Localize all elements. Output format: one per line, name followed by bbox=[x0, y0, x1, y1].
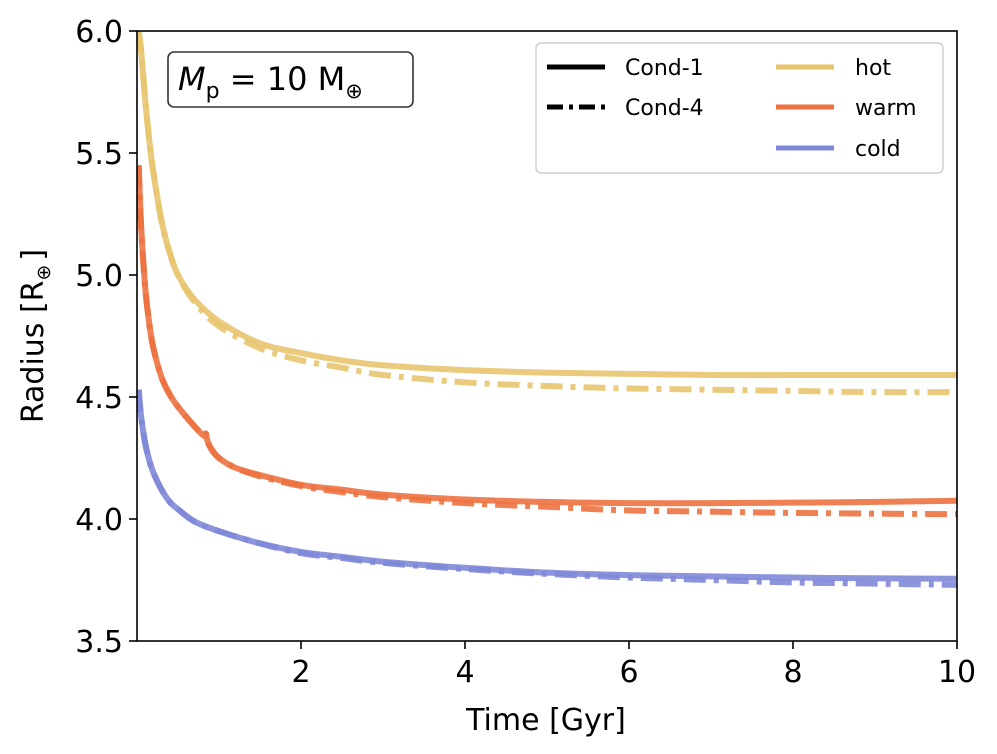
series-line-hot-cond-4 bbox=[137, 31, 957, 396]
series-layer bbox=[137, 31, 957, 588]
y-tick-label-5-5: 5.5 bbox=[75, 137, 123, 172]
y-tick-label-4-0: 4.0 bbox=[75, 503, 123, 538]
x-tick-label-6: 6 bbox=[619, 655, 638, 690]
series-line-cold-cond-1 bbox=[137, 389, 957, 582]
legend-label-hot: hot bbox=[855, 56, 891, 81]
tick-layer: 2 4 6 8 10 3.5 4.0 4.5 5.0 5.5 6.0 bbox=[75, 15, 976, 690]
y-tick-label-4-5: 4.5 bbox=[75, 381, 123, 416]
series-line-hot-cond-1 bbox=[137, 31, 957, 379]
y-axis-label-close: ] bbox=[16, 249, 51, 261]
y-axis-label-earth-symbol: ⊕ bbox=[33, 265, 55, 281]
series-line-cold-cond-4 bbox=[137, 389, 957, 588]
series-line-warm-cond-4 bbox=[137, 165, 957, 518]
y-tick-label-3-5: 3.5 bbox=[75, 625, 123, 660]
x-tick-label-8: 8 bbox=[783, 655, 802, 690]
y-axis-label-main: Radius [R bbox=[16, 280, 51, 423]
x-axis-label: Time [Gyr] bbox=[465, 703, 626, 738]
mass-annotation-symbol: M bbox=[178, 60, 206, 98]
x-tick-label-4: 4 bbox=[455, 655, 474, 690]
plot-frame bbox=[136, 30, 958, 642]
legend-label-warm: warm bbox=[855, 96, 917, 121]
y-tick-label-6-0: 6.0 bbox=[75, 15, 123, 50]
mass-annotation-subscript: p bbox=[206, 79, 220, 104]
series-line-warm-cond-1 bbox=[137, 165, 957, 507]
mass-annotation-text: Mp = 10 M⊕ bbox=[178, 60, 363, 104]
mass-annotation-box bbox=[167, 51, 414, 108]
legend-box bbox=[535, 42, 944, 174]
x-tick-label-2: 2 bbox=[291, 655, 310, 690]
y-tick-label-5-0: 5.0 bbox=[75, 259, 123, 294]
legend-label-cold: cold bbox=[855, 137, 901, 162]
x-tick-label-10: 10 bbox=[938, 655, 976, 690]
y-axis-label: Radius [R⊕] bbox=[16, 249, 55, 423]
mass-annotation-value: = 10 M bbox=[220, 60, 346, 98]
mass-annotation: Mp = 10 M⊕ bbox=[167, 51, 414, 108]
legend-label-cond-1: Cond-1 bbox=[625, 56, 704, 81]
legend-label-cond-4: Cond-4 bbox=[625, 96, 704, 121]
legend: Cond-1 Cond-4 hot warm cold bbox=[535, 42, 944, 174]
mass-annotation-earth-symbol: ⊕ bbox=[345, 79, 363, 103]
